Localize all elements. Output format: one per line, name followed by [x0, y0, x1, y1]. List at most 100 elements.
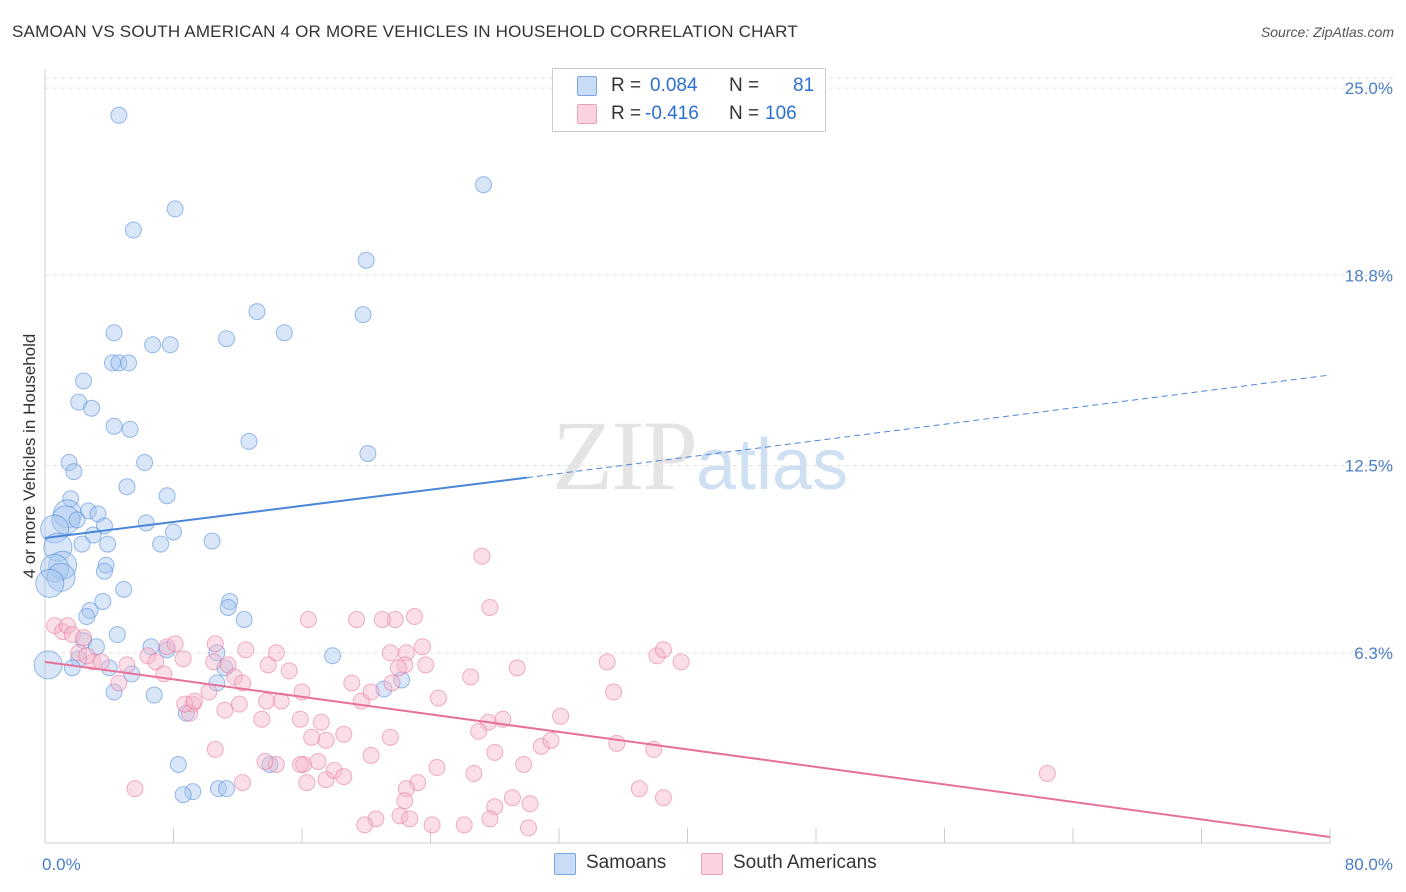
point-south-americans: [299, 611, 317, 629]
point-samoans: [78, 608, 96, 626]
point-south-americans: [654, 789, 672, 807]
point-samoans: [60, 454, 78, 472]
gridlines: [44, 77, 1393, 843]
point-south-americans: [465, 765, 483, 783]
point-south-americans: [267, 644, 285, 662]
point-samoans: [110, 354, 128, 372]
legend-swatch-south-americans: [577, 104, 597, 124]
point-south-americans: [230, 695, 248, 713]
point-south-americans: [63, 626, 81, 644]
point-samoans: [184, 783, 202, 801]
point-samoans: [174, 786, 192, 804]
y-tick-label: 6.3%: [1354, 644, 1393, 663]
point-samoans: [169, 755, 187, 773]
point-south-americans: [486, 743, 504, 761]
point-samoans: [218, 330, 236, 348]
point-samoans: [161, 336, 179, 354]
point-south-americans: [234, 674, 252, 692]
point-south-americans: [396, 792, 414, 810]
point-south-americans: [253, 710, 271, 728]
point-samoans: [145, 686, 163, 704]
point-south-americans: [166, 635, 184, 653]
point-south-americans: [110, 674, 128, 692]
point-samoans: [475, 176, 493, 194]
point-samoans: [120, 354, 138, 372]
point-south-americans: [389, 659, 407, 677]
point-south-americans: [608, 734, 626, 752]
x-tick-label-max: 80.0%: [1345, 855, 1393, 874]
point-south-americans: [78, 647, 96, 665]
point-samoans: [144, 336, 162, 354]
point-south-americans: [325, 762, 343, 780]
point-south-americans: [185, 692, 203, 710]
point-south-americans: [383, 674, 401, 692]
point-south-americans: [481, 810, 499, 828]
legend-n-label: N =: [729, 103, 760, 124]
point-samoans: [240, 432, 258, 450]
point-samoans: [121, 420, 139, 438]
point-south-americans: [92, 653, 110, 671]
point-south-americans: [291, 755, 309, 773]
point-samoans: [95, 562, 113, 580]
point-south-americans: [542, 731, 560, 749]
point-samoans: [118, 478, 136, 496]
point-samoans: [158, 487, 176, 505]
point-south-americans: [362, 746, 380, 764]
point-samoans: [75, 372, 93, 390]
point-south-americans: [381, 644, 399, 662]
point-south-americans: [423, 816, 441, 834]
point-samoans: [65, 463, 83, 481]
point-samoans: [99, 535, 117, 553]
point-samoans: [357, 251, 375, 269]
legend-r-label: R =: [611, 103, 642, 124]
watermark-atlas: atlas: [696, 425, 849, 505]
point-south-americans: [373, 611, 391, 629]
point-south-americans: [335, 725, 353, 743]
point-south-americans: [303, 728, 321, 746]
point-south-americans: [126, 780, 144, 798]
point-south-americans: [205, 653, 223, 671]
point-south-americans: [174, 650, 192, 668]
point-samoans: [218, 780, 236, 798]
point-south-americans: [312, 713, 330, 731]
zipatlas-watermark: ZIPatlas: [552, 398, 848, 513]
point-south-americans: [298, 774, 316, 792]
axis-labels: 4 or more Vehicles in Household 0.0% 80.…: [20, 79, 1393, 874]
trend-lines: [44, 374, 1331, 838]
y-tick-label: 12.5%: [1345, 457, 1393, 476]
data-points: [33, 106, 1056, 837]
point-samoans: [105, 417, 123, 435]
point-samoans: [97, 556, 115, 574]
legend-r-value: -0.416: [645, 103, 699, 124]
trend-line-extension-samoans: [526, 374, 1331, 479]
point-samoans: [108, 626, 126, 644]
point-south-americans: [256, 752, 274, 770]
point-samoans: [83, 399, 101, 417]
point-south-americans: [405, 608, 423, 626]
chart-title: SAMOAN VS SOUTH AMERICAN 4 OR MORE VEHIC…: [12, 22, 798, 41]
point-south-americans: [470, 722, 488, 740]
point-samoans: [203, 532, 221, 550]
point-south-americans: [381, 728, 399, 746]
point-samoans: [235, 611, 253, 629]
point-samoans: [105, 683, 123, 701]
point-south-americans: [430, 689, 448, 707]
axes: [44, 70, 1330, 844]
point-south-americans: [280, 662, 298, 680]
bottom-legend-label-samoans: Samoans: [586, 852, 667, 873]
point-south-americans: [335, 768, 353, 786]
point-samoans: [137, 514, 155, 532]
legend-r-value: 0.084: [650, 75, 698, 96]
point-south-americans: [428, 759, 446, 777]
point-south-americans: [216, 701, 234, 719]
point-south-americans: [206, 635, 224, 653]
point-south-americans: [648, 647, 666, 665]
point-south-americans: [391, 807, 409, 825]
legend-n-label: N =: [729, 75, 760, 96]
point-samoans: [115, 580, 133, 598]
point-south-americans: [508, 659, 526, 677]
point-south-americans: [176, 695, 194, 713]
point-samoans: [105, 324, 123, 342]
point-samoans: [33, 650, 63, 680]
